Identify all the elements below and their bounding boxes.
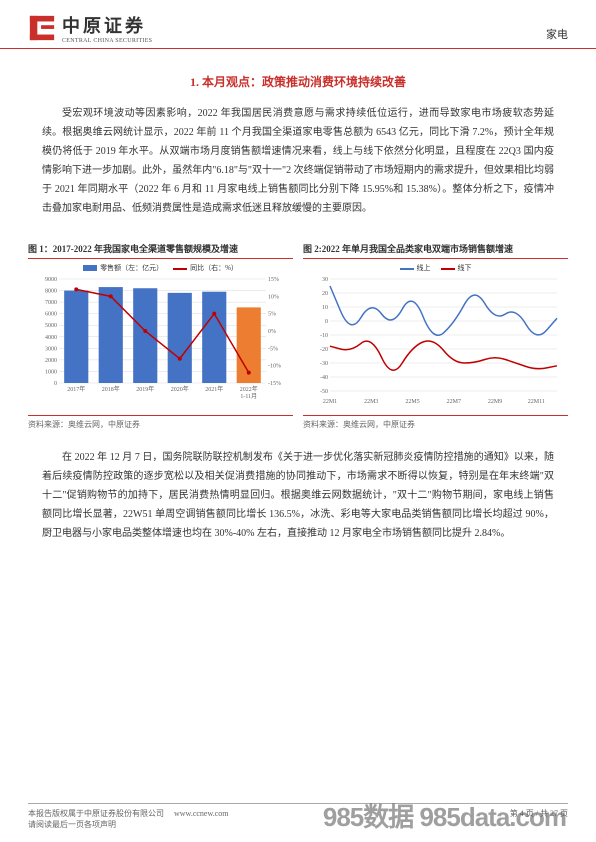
svg-text:-30: -30	[320, 361, 328, 367]
chart-2-block: 图 2:2022 年单月我国全品类家电双端市场销售额增速 线上 线下 -50 -4…	[303, 242, 568, 430]
svg-text:0: 0	[54, 381, 57, 387]
legend-line-item: 同比（右：%）	[173, 263, 238, 273]
paragraph-1: 受宏观环境波动等因素影响，2022 年我国居民消费意愿与需求持续低位运行，进而导…	[0, 104, 596, 218]
charts-row: 图 1：2017-2022 年我国家电全渠道零售额规模及增速 零售额（左：亿元）…	[0, 232, 596, 430]
watermark: 985数据 985data.com	[323, 797, 566, 834]
svg-text:1000: 1000	[45, 369, 57, 375]
chart-2-area: 线上 线下 -50 -40 -30 -20 -10 0 10 20 30 22M1 22M3 22M5…	[303, 263, 568, 413]
svg-text:1-11月: 1-11月	[240, 393, 257, 400]
legend-a-item: 线上	[400, 263, 431, 273]
chart-2-svg: -50 -40 -30 -20 -10 0 10 20 30 22M1 22M3 22M5 22M7 22…	[303, 275, 568, 405]
svg-text:-5%: -5%	[268, 346, 278, 352]
header-category: 家电	[546, 26, 568, 44]
footer-copyright: 本报告版权属于中原证券股份有限公司	[28, 809, 164, 818]
legend-bar-label: 零售额（左：亿元）	[100, 263, 163, 273]
footer-url: www.ccnew.com	[174, 809, 229, 818]
chart-2-title: 图 2:2022 年单月我国全品类家电双端市场销售额增速	[303, 242, 568, 259]
chart-1-source: 资料来源：奥维云网，中原证券	[28, 415, 293, 430]
svg-text:2020年: 2020年	[171, 385, 189, 393]
svg-text:22M7: 22M7	[447, 399, 461, 405]
svg-text:22M11: 22M11	[528, 399, 545, 405]
svg-text:-50: -50	[320, 389, 328, 395]
svg-text:8000: 8000	[45, 289, 57, 295]
logo-group: 中原证券 CENTRAL CHINA SECURITIES	[28, 12, 152, 44]
section-title: 1. 本月观点：政策推动消费环境持续改善	[0, 73, 596, 90]
svg-text:-20: -20	[320, 347, 328, 353]
svg-text:-10%: -10%	[268, 364, 281, 370]
legend-b-item: 线下	[441, 263, 472, 273]
svg-text:10%: 10%	[268, 294, 279, 300]
legend-bar-item: 零售额（左：亿元）	[83, 263, 163, 273]
svg-text:5000: 5000	[45, 323, 57, 329]
chart-1-legend: 零售额（左：亿元） 同比（右：%）	[28, 263, 293, 273]
chart-1-svg: 0 1000 2000 3000 4000 5000 6000 7000 8000 9000 -15…	[28, 275, 293, 405]
svg-text:22M1: 22M1	[323, 399, 337, 405]
chart-2-source: 资料来源：奥维云网，中原证券	[303, 415, 568, 430]
svg-text:2000: 2000	[45, 358, 57, 364]
svg-text:0: 0	[325, 319, 328, 325]
svg-text:5%: 5%	[268, 312, 276, 318]
chart-1-title: 图 1：2017-2022 年我国家电全渠道零售额规模及增速	[28, 242, 293, 259]
legend-a-label: 线上	[417, 263, 431, 273]
legend-line-label: 同比（右：%）	[190, 263, 238, 273]
svg-text:-10: -10	[320, 333, 328, 339]
page-header: 中原证券 CENTRAL CHINA SECURITIES 家电	[0, 0, 596, 49]
svg-text:3000: 3000	[45, 346, 57, 352]
svg-text:7000: 7000	[45, 300, 57, 306]
footer-left: 本报告版权属于中原证券股份有限公司 www.ccnew.com 请阅读最后一页各…	[28, 808, 229, 830]
svg-text:2022年: 2022年	[240, 385, 258, 393]
chart-2-legend: 线上 线下	[303, 263, 568, 273]
svg-text:2018年: 2018年	[102, 385, 120, 393]
svg-text:22M9: 22M9	[488, 399, 502, 405]
svg-text:2017年: 2017年	[67, 385, 85, 393]
svg-text:9000: 9000	[45, 277, 57, 283]
svg-text:2021年: 2021年	[205, 385, 223, 393]
svg-text:-40: -40	[320, 375, 328, 381]
svg-text:22M5: 22M5	[405, 399, 419, 405]
legend-b-label: 线下	[458, 263, 472, 273]
svg-text:10: 10	[322, 305, 328, 311]
company-name-en: CENTRAL CHINA SECURITIES	[62, 38, 152, 44]
svg-text:15%: 15%	[268, 277, 279, 283]
svg-text:30: 30	[322, 277, 328, 283]
chart-1-area: 零售额（左：亿元） 同比（右：%） 0 1000 2000 3000 4000 5000 6…	[28, 263, 293, 413]
svg-text:6000: 6000	[45, 312, 57, 318]
svg-text:4000: 4000	[45, 335, 57, 341]
svg-text:-15%: -15%	[268, 381, 281, 387]
svg-text:2019年: 2019年	[136, 385, 154, 393]
company-name-cn: 中原证券	[62, 12, 152, 38]
chart-1-block: 图 1：2017-2022 年我国家电全渠道零售额规模及增速 零售额（左：亿元）…	[28, 242, 293, 430]
footer-disclaimer: 请阅读最后一页各项声明	[28, 820, 116, 829]
paragraph-2: 在 2022 年 12 月 7 日，国务院联防联控机制发布《关于进一步优化落实新…	[0, 448, 596, 543]
svg-text:0%: 0%	[268, 329, 276, 335]
svg-text:22M3: 22M3	[364, 399, 378, 405]
logo-icon	[28, 14, 56, 42]
svg-text:20: 20	[322, 291, 328, 297]
